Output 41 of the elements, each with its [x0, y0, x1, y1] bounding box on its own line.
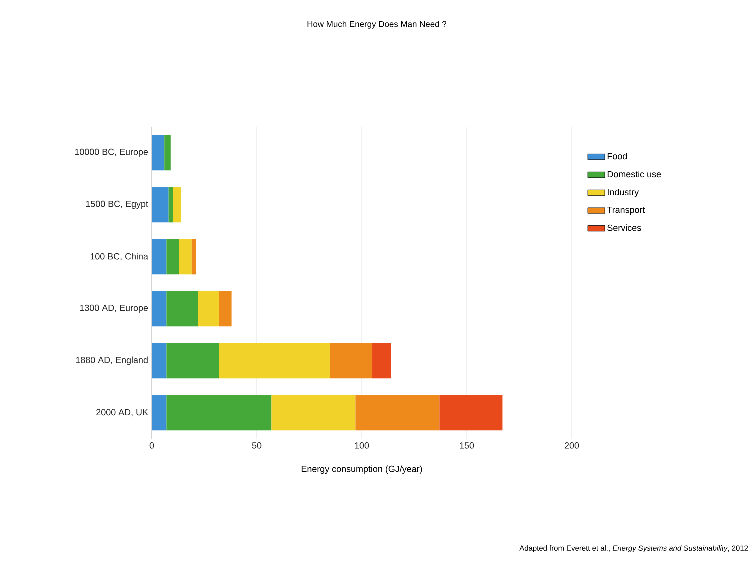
x-tick-label: 200 — [564, 442, 580, 449]
legend-label: Services — [608, 224, 642, 232]
bar — [166, 343, 220, 379]
bar — [152, 135, 165, 171]
y-tick-label: 100 BC, China — [90, 253, 148, 261]
bar — [152, 343, 167, 379]
bar — [173, 187, 182, 223]
y-tick-label: 1500 BC, Egypt — [86, 200, 148, 210]
x-tick-label: 50 — [252, 442, 262, 449]
bar — [152, 239, 167, 275]
legend-label: Domestic use — [608, 170, 662, 178]
legend-label: Transport — [607, 206, 646, 215]
bar — [166, 291, 198, 327]
x-axis-title: Energy consumption (GJ/year) — [302, 466, 422, 474]
bar — [152, 395, 167, 431]
bar — [152, 187, 169, 223]
x-tick-label: 0 — [150, 442, 154, 449]
bar — [168, 187, 174, 223]
legend-label: Industry — [608, 188, 640, 198]
bar — [440, 395, 503, 431]
chart-title: How Much Energy Does Man Need ? — [308, 21, 447, 29]
bar — [219, 291, 232, 327]
x-tick-label: 150 — [460, 442, 474, 449]
bar — [330, 343, 373, 379]
bar — [166, 239, 180, 275]
y-tick-label: 1880 AD, England — [76, 356, 148, 366]
bar — [179, 239, 192, 275]
y-tick-label: 10000 BC, Europe — [75, 148, 148, 158]
bar — [356, 395, 440, 431]
y-tick-label: 2000 AD, UK — [96, 409, 148, 417]
bar — [192, 239, 196, 275]
bar — [198, 291, 220, 327]
bar — [166, 395, 272, 431]
bar — [272, 395, 356, 431]
bar — [219, 343, 331, 379]
x-tick-label: 100 — [355, 442, 370, 449]
y-tick-label: 1300 AD, Europe — [80, 304, 148, 314]
bar — [164, 135, 171, 171]
bar — [152, 291, 167, 327]
bar — [372, 343, 392, 379]
legend-label: Food — [608, 153, 628, 160]
